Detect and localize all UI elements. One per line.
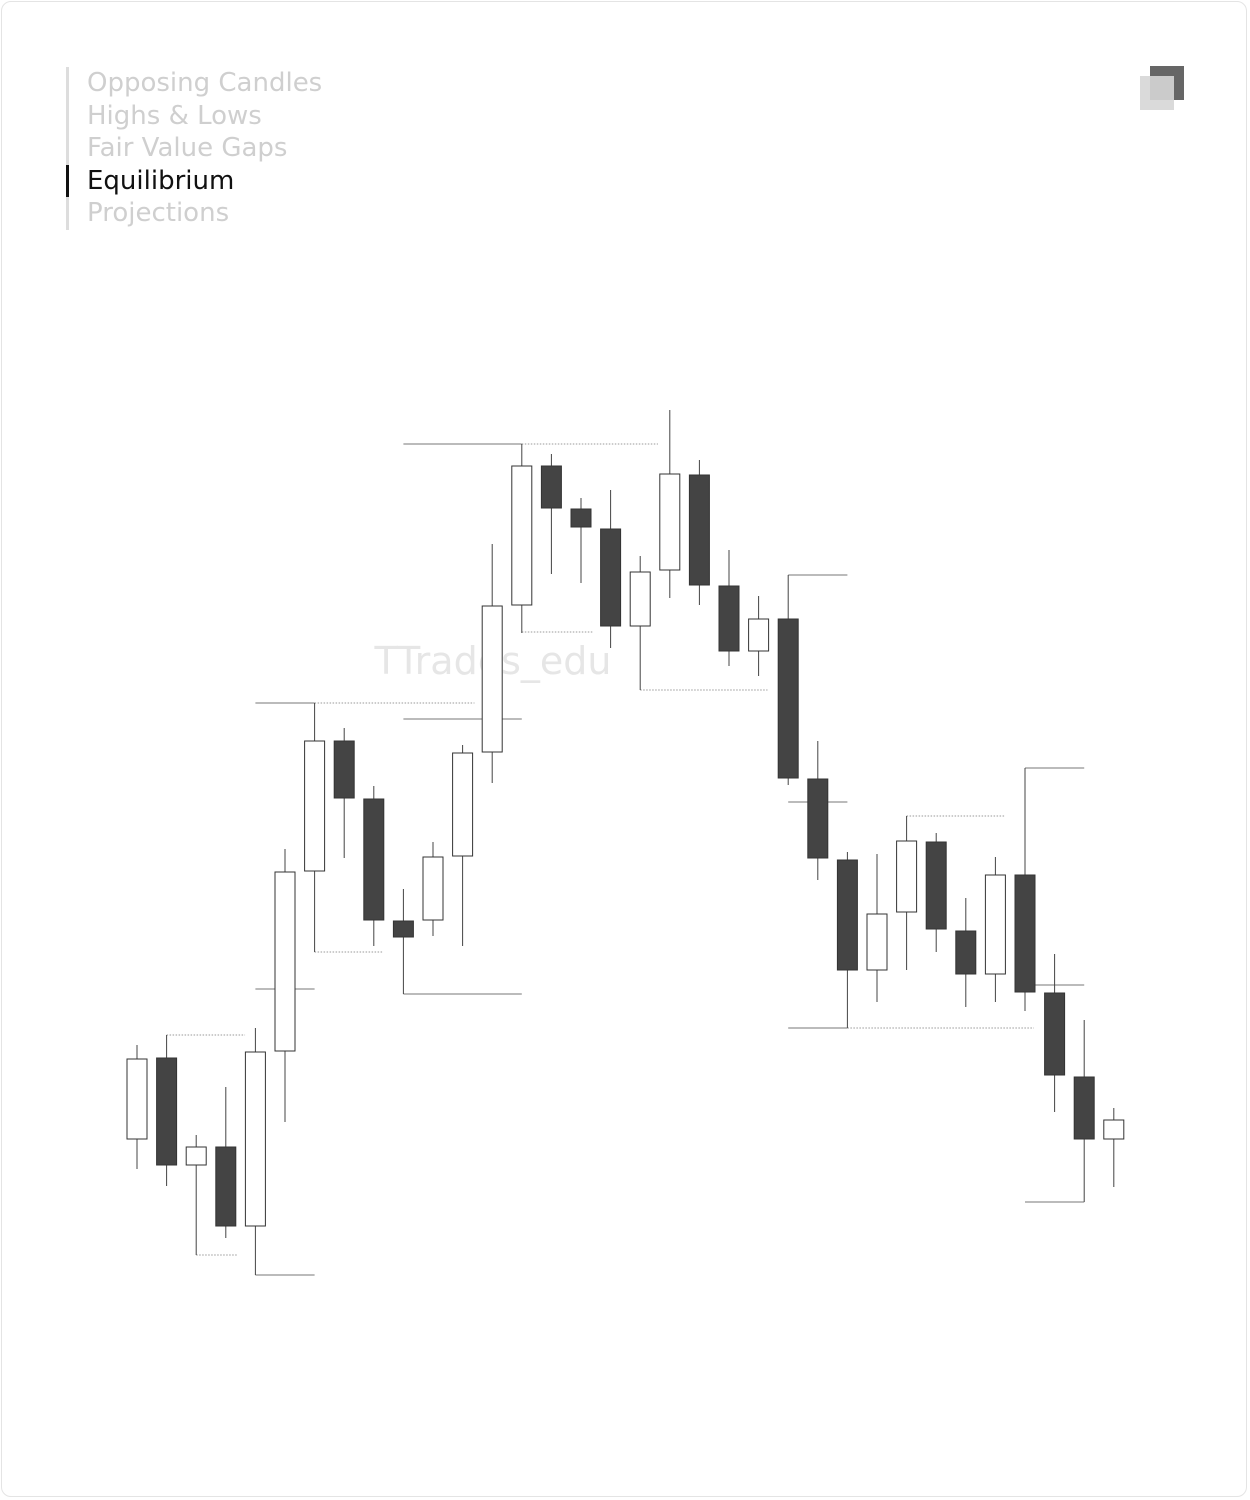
- candle-body: [688, 474, 710, 586]
- candle-body: [1073, 1076, 1095, 1140]
- candle-body: [363, 798, 385, 921]
- candle-body: [540, 465, 562, 509]
- candle-body: [748, 618, 770, 652]
- candle-body: [126, 1058, 148, 1140]
- candle-body: [244, 1051, 266, 1227]
- candle-body: [511, 465, 533, 606]
- candle-body: [333, 740, 355, 799]
- candle-body: [452, 752, 474, 857]
- candle-body: [156, 1057, 178, 1166]
- candle-body: [600, 528, 622, 627]
- candle-body: [984, 874, 1006, 975]
- candle-body: [718, 585, 740, 652]
- menu-item[interactable]: Fair Value Gaps: [87, 133, 288, 163]
- candle-body: [1103, 1119, 1125, 1140]
- candle-body: [925, 841, 947, 930]
- candle-body: [659, 473, 681, 571]
- menu-item[interactable]: Opposing Candles: [87, 68, 323, 98]
- menu-item[interactable]: Equilibrium: [65, 164, 322, 198]
- candle-body: [274, 871, 296, 1052]
- candle-body: [304, 740, 326, 872]
- candle-body: [629, 571, 651, 627]
- menu-item[interactable]: Highs & Lows: [87, 100, 262, 131]
- menu: Opposing Candles Highs & Lows Fair Value G…: [65, 67, 323, 230]
- candle-body: [807, 778, 829, 859]
- candle-body: [955, 930, 977, 975]
- candle-body: [1014, 874, 1036, 993]
- candle-body: [866, 913, 888, 971]
- candle-body: [185, 1146, 207, 1166]
- candle-body: [481, 605, 503, 753]
- candle-body: [836, 859, 858, 971]
- candle-body: [1044, 992, 1066, 1076]
- logo: [1140, 66, 1184, 110]
- candle-body: [215, 1146, 237, 1227]
- candle-body: [777, 618, 799, 779]
- menu-item[interactable]: Projections: [87, 198, 230, 228]
- candle-body: [422, 856, 444, 921]
- candle-body: [896, 840, 918, 913]
- candle-body: [392, 920, 414, 938]
- candle-body: [570, 508, 592, 528]
